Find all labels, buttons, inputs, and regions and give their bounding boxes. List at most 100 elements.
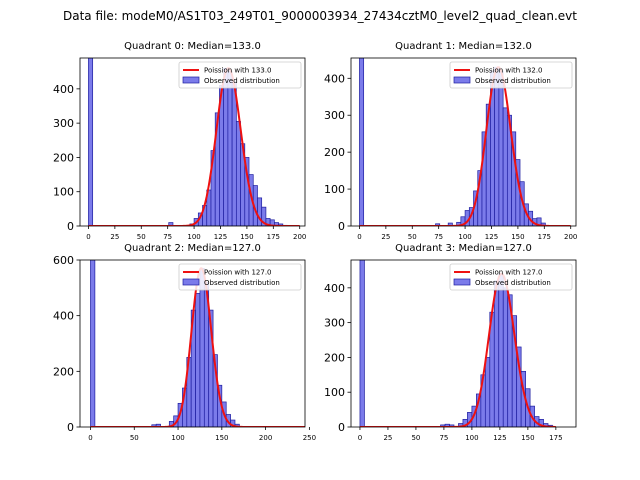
x-tick-label: 0 <box>358 434 362 442</box>
x-tick-label: 25 <box>110 233 119 241</box>
quadrant-3-panel: 0 25 50 75 100 125 150 175 0 100 200 300 400 Quadrant… <box>324 243 577 442</box>
x-tick-label: 150 <box>521 434 534 442</box>
x-tick-label: 250 <box>303 434 316 442</box>
histogram-bar <box>494 66 500 226</box>
y-tick-label: 0 <box>338 421 345 434</box>
x-tick-label: 50 <box>137 233 146 241</box>
histogram-bar <box>502 107 508 226</box>
legend-box <box>449 263 573 291</box>
legend-box <box>178 61 302 89</box>
histogram-bar <box>447 222 453 226</box>
x-tick-label: 175 <box>538 233 551 241</box>
legend-bar-label: Observed distribution <box>204 77 280 85</box>
axes-frame <box>350 259 577 428</box>
x-tick-label: 25 <box>383 434 392 442</box>
x-tick-label: 75 <box>163 233 172 241</box>
x-tick-label: 100 <box>187 233 200 241</box>
legend-bar-swatch <box>453 76 471 84</box>
legend-curve-label: Poission with 132.0 <box>475 67 543 75</box>
quadrant-0-panel: 0 25 50 75 100 125 150 175 200 0 100 200 300 400 Quadr… <box>53 41 306 241</box>
x-tick-label: 25 <box>381 233 390 241</box>
y-tick-label: 300 <box>324 109 345 122</box>
y-tick-label: 200 <box>324 146 345 159</box>
histogram-bar <box>223 67 229 226</box>
histogram-bar <box>359 58 365 226</box>
quadrant-title: Quadrant 2: Median=127.0 <box>124 243 261 254</box>
x-tick-label: 200 <box>259 434 272 442</box>
legend-bar-swatch <box>182 278 200 286</box>
axes-frame <box>79 259 306 428</box>
figure-title: Data file: modeM0/AS1T03_249T01_90000039… <box>63 9 577 23</box>
histogram-bar <box>498 273 504 427</box>
y-tick-label: 300 <box>53 117 74 130</box>
x-tick-label: 150 <box>215 434 228 442</box>
x-tick-label: 75 <box>439 434 448 442</box>
axes-frame <box>350 57 577 227</box>
histogram-bar <box>502 287 509 427</box>
x-tick-label: 0 <box>357 233 361 241</box>
histogram-bar <box>484 357 491 427</box>
histogram-bar <box>88 58 94 226</box>
legend-bar-swatch <box>453 278 471 286</box>
legend-curve-label: Poission with 127.0 <box>204 269 272 277</box>
x-tick-label: 50 <box>408 233 417 241</box>
x-tick-label: 175 <box>267 233 280 241</box>
y-tick-label: 100 <box>53 186 74 199</box>
y-tick-label: 0 <box>67 220 74 233</box>
x-tick-label: 125 <box>493 434 506 442</box>
quadrant-2-panel: 0 50 100 150 200 250 0 200 400 600 Quadrant 2: Med… <box>53 243 316 442</box>
histogram-bar <box>90 260 96 427</box>
y-tick-label: 200 <box>53 365 74 378</box>
histogram-bar <box>235 121 241 226</box>
x-tick-label: 100 <box>171 434 184 442</box>
legend-bar-label: Observed distribution <box>475 77 551 85</box>
x-tick-label: 125 <box>485 233 498 241</box>
histogram-bar <box>359 260 365 427</box>
y-tick-label: 300 <box>324 317 345 330</box>
x-tick-label: 100 <box>458 233 471 241</box>
histogram-bar <box>227 71 233 226</box>
legend-bar-label: Observed distribution <box>204 279 280 287</box>
legend-curve-label: Poission with 133.0 <box>204 67 272 75</box>
quadrant-title: Quadrant 3: Median=127.0 <box>395 243 532 254</box>
x-tick-label: 150 <box>511 233 524 241</box>
x-tick-label: 75 <box>434 233 443 241</box>
poisson-curve <box>359 66 571 226</box>
x-tick-label: 125 <box>214 233 227 241</box>
quadrant-panels: 0 25 50 75 100 125 150 175 200 0 100 200 300 400 Quadr… <box>53 41 577 442</box>
legend-box <box>449 61 573 89</box>
x-tick-label: 200 <box>564 233 577 241</box>
y-tick-label: 100 <box>324 183 345 196</box>
quadrant-title: Quadrant 1: Median=132.0 <box>395 41 532 52</box>
y-tick-label: 400 <box>324 282 345 295</box>
y-tick-label: 0 <box>67 421 74 434</box>
histogram-bar <box>195 293 201 427</box>
y-tick-label: 400 <box>53 83 74 96</box>
x-tick-label: 100 <box>465 434 478 442</box>
x-tick-label: 0 <box>88 434 92 442</box>
histogram-bar <box>435 223 441 226</box>
histogram-bar <box>155 423 161 427</box>
y-tick-label: 200 <box>53 151 74 164</box>
x-tick-label: 50 <box>411 434 420 442</box>
y-tick-label: 400 <box>324 72 345 85</box>
y-tick-label: 600 <box>53 254 74 267</box>
x-tick-label: 0 <box>86 233 90 241</box>
histogram-bar <box>199 268 205 427</box>
axes-frame <box>79 57 306 227</box>
legend-bar-label: Observed distribution <box>475 279 551 287</box>
quadrant-title: Quadrant 0: Median=133.0 <box>124 41 261 52</box>
y-tick-label: 200 <box>324 351 345 364</box>
histogram-bar <box>231 81 237 226</box>
x-tick-label: 200 <box>293 233 306 241</box>
x-tick-label: 50 <box>130 434 139 442</box>
quadrant-1-panel: 0 25 50 75 100 125 150 175 200 0 100 200 300 400 Quadr… <box>324 41 577 241</box>
legend-curve-label: Poission with 127.0 <box>475 269 543 277</box>
y-tick-label: 400 <box>53 310 74 323</box>
legend-bar-swatch <box>182 76 200 84</box>
histogram-bar <box>493 280 500 427</box>
legend-box <box>178 263 302 291</box>
poisson-curve <box>88 67 300 226</box>
histogram-bar <box>498 70 504 226</box>
